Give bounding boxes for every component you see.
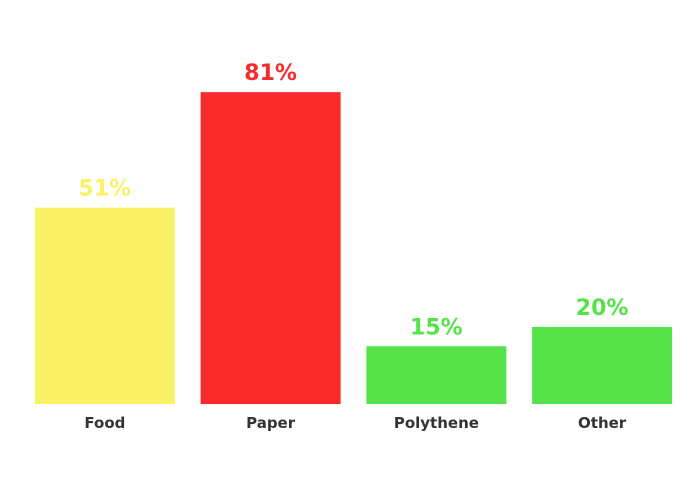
value-label-other: 20% [576,296,629,321]
value-label-food: 51% [79,177,132,202]
bars-group [34,92,673,405]
bar-food [34,207,175,404]
value-label-paper: 81% [244,61,297,86]
x-tick-label-paper: Paper [246,414,296,432]
x-tick-labels-group: Food Paper Polythene Other [84,414,626,432]
value-labels-group: 51% 81% 15% 20% [79,61,629,340]
bar-paper [200,92,341,405]
x-tick-label-food: Food [84,414,125,432]
value-label-polythene: 15% [410,315,463,340]
bar-other [532,327,673,404]
bar-polythene [366,346,507,404]
x-tick-label-other: Other [578,414,627,432]
x-tick-label-polythene: Polythene [394,414,479,432]
